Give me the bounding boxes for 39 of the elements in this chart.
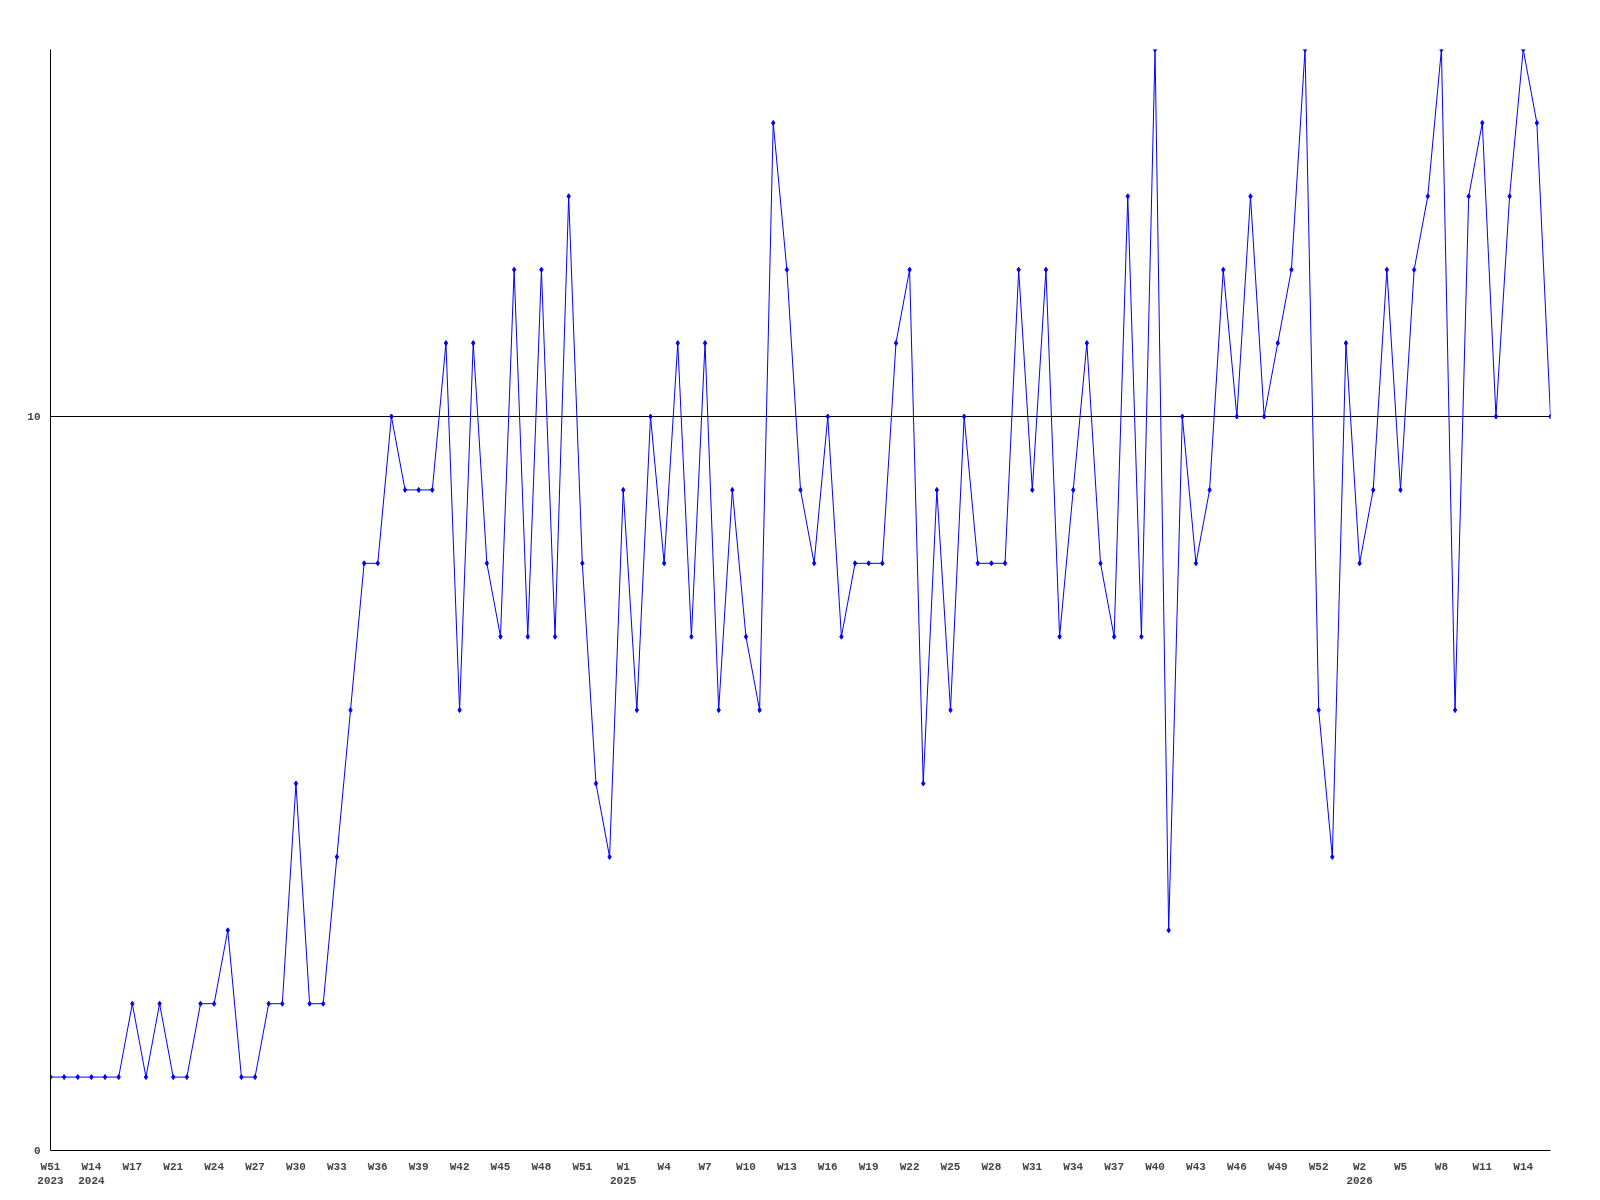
x-tick-label: W22 [899, 1160, 920, 1173]
y-tick-label: 0 [33, 1145, 41, 1157]
x-tick-label: W21 [163, 1160, 184, 1173]
x-tick-label: W36 [367, 1160, 388, 1173]
x-tick-label: W51 2023 [37, 1160, 65, 1187]
x-tick-label: W19 [858, 1160, 879, 1173]
x-tick-label: W45 [490, 1160, 511, 1173]
x-tick-label: W14 2024 [78, 1160, 106, 1187]
x-tick-label: W30 [286, 1160, 306, 1173]
x-tick-label: W33 [326, 1160, 348, 1173]
x-tick-label: W27 [245, 1160, 265, 1173]
x-tick-label: W34 [1063, 1160, 1084, 1173]
x-tick-label: W25 [940, 1160, 961, 1173]
x-tick-label: W16 [817, 1160, 838, 1173]
x-tick-label: W39 [408, 1160, 429, 1173]
x-tick-label: W2 2026 [1346, 1160, 1373, 1187]
x-tick-label: W11 [1472, 1160, 1493, 1173]
x-tick-label: W10 [736, 1160, 756, 1173]
x-tick-label: W48 [531, 1160, 552, 1173]
x-tick-label: W13 [776, 1160, 798, 1173]
x-tick-label: W8 [1434, 1160, 1449, 1173]
x-tick-label: W7 [698, 1160, 712, 1173]
x-tick-label: W4 [657, 1160, 672, 1173]
x-tick-label: W40 [1145, 1160, 1165, 1173]
x-tick-label: W17 [122, 1160, 143, 1173]
x-tick-label: W14 [1513, 1160, 1534, 1173]
x-tick-label: W28 [981, 1160, 1002, 1173]
x-tick-label: W46 [1226, 1160, 1247, 1173]
x-tick-label: W43 [1186, 1160, 1207, 1173]
x-tick-label: W5 [1393, 1160, 1408, 1173]
y-tick-label: 10 [27, 411, 41, 423]
x-tick-label: W42 [449, 1160, 470, 1173]
x-tick-label: W31 [1022, 1160, 1043, 1173]
x-tick-label: W24 [204, 1160, 225, 1173]
x-tick-label: W37 [1104, 1160, 1125, 1173]
x-tick-label: W52 [1308, 1160, 1329, 1173]
x-tick-label: W51 [572, 1160, 593, 1173]
x-tick-label: W49 [1267, 1160, 1288, 1173]
x-tick-label: W1 2025 [610, 1160, 637, 1187]
